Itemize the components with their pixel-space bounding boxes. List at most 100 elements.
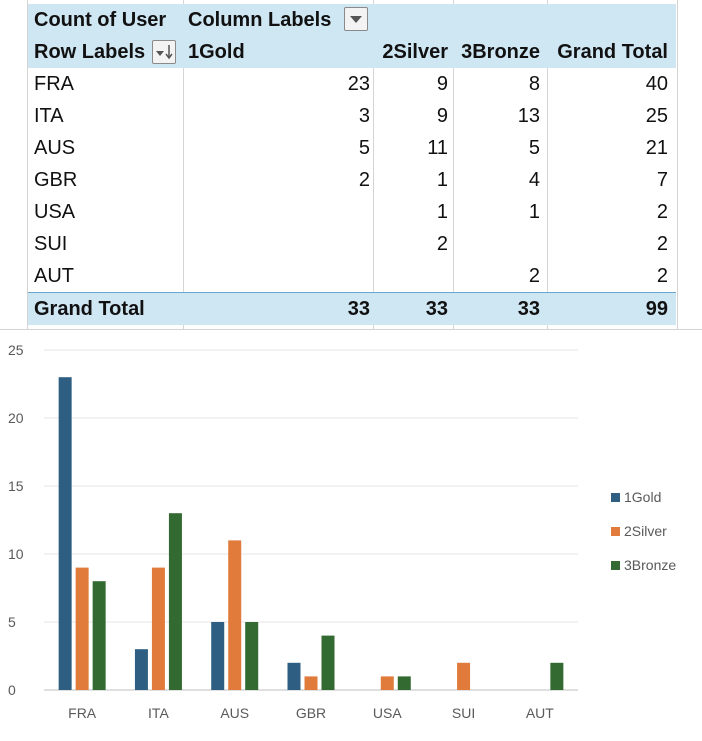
y-tick-label: 5 [8,614,16,630]
grid-line [453,0,454,330]
row-label-cell[interactable]: ITA [34,105,64,127]
value-cell-total[interactable]: 21 [645,137,668,159]
bar-3bronze [92,581,106,690]
x-tick-label: ITA [148,705,169,721]
x-tick-label: FRA [68,705,97,721]
pivot-table: Count of User Column Labels Row Labels 1… [28,4,676,325]
x-tick-label: GBR [296,705,326,721]
value-cell-gold[interactable]: 23 [347,73,370,95]
bar-2silver [75,567,89,690]
value-cell-silver[interactable]: 9 [436,73,448,95]
grid-line [677,0,678,330]
value-cell-silver[interactable]: 1 [436,169,448,191]
value-cell-bronze[interactable]: 8 [528,73,540,95]
grand-total-silver[interactable]: 33 [425,298,448,320]
pivot-chart[interactable]: 0 5 10 15 20 25 FRA ITA AUS GBR USA SUI AUT 1Gold 2Sil… [0,330,702,736]
pivot-row: SUI 2 2 [28,228,676,260]
row-label-cell[interactable]: GBR [34,169,78,191]
grid-line [373,0,374,330]
grid-line [547,0,548,330]
bar-2silver [380,676,394,690]
value-cell-bronze[interactable]: 2 [528,265,540,287]
value-cell-gold[interactable]: 3 [358,105,370,127]
value-cell-silver[interactable]: 2 [436,233,448,255]
pivot-header-row-1: Count of User Column Labels [28,4,676,36]
value-cell-bronze[interactable]: 13 [517,105,540,127]
grand-total-label[interactable]: Grand Total [34,298,145,320]
column-header-gold[interactable]: 1Gold [188,41,245,63]
grand-total-bronze[interactable]: 33 [517,298,540,320]
bar-3bronze [321,635,335,690]
bar-3bronze [168,513,182,690]
row-label-cell[interactable]: FRA [34,73,74,95]
column-header-bronze[interactable]: 3Bronze [461,41,540,63]
pivot-body: FRA 23 9 8 40 ITA 3 9 13 25 AUS 5 11 5 21 GBR 2 1 4 7 USA 1 1 2… [28,68,676,292]
column-header-silver[interactable]: 2Silver [382,41,448,63]
legend-swatch [611,493,620,502]
row-labels-header[interactable]: Row Labels [34,41,146,63]
row-labels-filter-button[interactable] [152,40,176,64]
value-cell-total[interactable]: 2 [656,265,668,287]
pivot-grand-total-row: Grand Total 33 33 33 99 [28,292,676,325]
bar-2silver [151,567,165,690]
filter-sort-descending-icon [156,45,173,60]
value-cell-silver[interactable]: 1 [436,201,448,223]
grand-total-overall[interactable]: 99 [645,298,668,320]
bar-1gold [58,377,72,690]
bar-2silver [457,662,471,690]
pivot-row: AUT 2 2 [28,260,676,292]
bar-3bronze [397,676,411,690]
grid-line [0,329,702,330]
x-tick-label: AUT [526,705,554,721]
column-header-grand-total[interactable]: Grand Total [557,41,668,63]
spreadsheet-area: Count of User Column Labels Row Labels 1… [0,0,702,330]
y-tick-label: 20 [8,410,24,426]
column-labels-filter-button[interactable] [344,7,368,31]
value-cell-total[interactable]: 7 [656,169,668,191]
row-label-cell[interactable]: AUT [34,265,74,287]
y-tick-label: 10 [8,546,24,562]
value-cell-silver[interactable]: 9 [436,105,448,127]
pivot-row: USA 1 1 2 [28,196,676,228]
row-label-cell[interactable]: AUS [34,137,76,159]
value-cell-bronze[interactable]: 5 [528,137,540,159]
grand-total-gold[interactable]: 33 [347,298,370,320]
legend-label: 2Silver [624,523,667,539]
y-tick-label: 15 [8,478,24,494]
value-cell-bronze[interactable]: 1 [528,201,540,223]
grid-line [183,0,184,330]
y-tick-label: 0 [8,682,16,698]
pivot-row: ITA 3 9 13 25 [28,100,676,132]
legend-label: 3Bronze [624,557,676,573]
value-field-label[interactable]: Count of User [34,9,167,31]
value-cell-bronze[interactable]: 4 [528,169,540,191]
pivot-row: AUS 5 11 5 21 [28,132,676,164]
grid-line [27,0,28,330]
bar-3bronze [245,622,259,690]
pivot-row: FRA 23 9 8 40 [28,68,676,100]
legend-label: 1Gold [624,489,661,505]
legend-swatch [611,561,620,570]
value-cell-gold[interactable]: 2 [358,169,370,191]
pivot-row: GBR 2 1 4 7 [28,164,676,196]
row-label-cell[interactable]: SUI [34,233,68,255]
dropdown-arrow-icon [350,16,362,23]
chart-canvas: 0 5 10 15 20 25 FRA ITA AUS GBR USA SUI AUT 1Gold 2Sil… [8,342,676,721]
x-tick-label: SUI [452,705,475,721]
value-cell-total[interactable]: 25 [645,105,668,127]
bar-1gold [134,649,148,690]
bar-3bronze [550,662,564,690]
value-cell-gold[interactable]: 5 [358,137,370,159]
pivot-header-row-2: Row Labels 1Gold 2Silver 3Bronze Grand T… [28,36,676,68]
value-cell-silver[interactable]: 11 [427,137,448,159]
value-cell-total[interactable]: 2 [656,201,668,223]
bar-2silver [304,676,318,690]
bar-2silver [228,540,242,690]
value-cell-total[interactable]: 40 [645,73,668,95]
column-labels-header[interactable]: Column Labels [188,9,332,31]
x-tick-label: AUS [220,705,249,721]
value-cell-total[interactable]: 2 [656,233,668,255]
row-label-cell[interactable]: USA [34,201,76,223]
legend-swatch [611,527,620,536]
y-tick-label: 25 [8,342,24,358]
